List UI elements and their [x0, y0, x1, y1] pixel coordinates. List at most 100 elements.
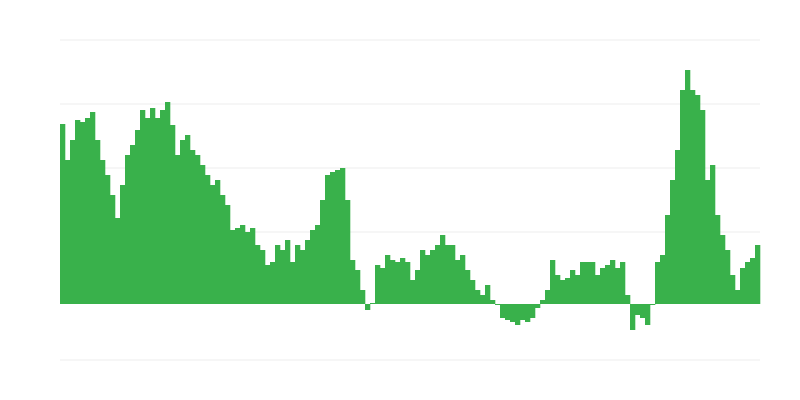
bar [105, 175, 111, 304]
bar [565, 278, 571, 304]
bar [225, 205, 231, 304]
bar [570, 270, 576, 304]
bar [455, 260, 461, 304]
bar [260, 250, 266, 304]
bar [200, 165, 206, 304]
bar [360, 290, 366, 304]
bar [330, 172, 336, 304]
bar [735, 290, 741, 304]
bar [500, 304, 506, 318]
bar [680, 90, 686, 304]
bar [265, 265, 271, 304]
bar [555, 275, 561, 304]
bar [300, 250, 306, 304]
bar [150, 108, 156, 304]
bar [140, 110, 146, 304]
bar [490, 300, 496, 304]
bar [420, 250, 426, 304]
bar [170, 125, 176, 304]
bar [730, 275, 736, 304]
bar [135, 130, 141, 304]
bar [610, 260, 616, 304]
bar [595, 275, 601, 304]
bar [120, 185, 126, 304]
bar [215, 180, 221, 304]
bar [320, 200, 326, 304]
bar [425, 255, 431, 304]
bar [365, 304, 371, 310]
bar [435, 245, 441, 304]
bar [535, 304, 541, 308]
bar [620, 262, 626, 304]
bar [115, 218, 121, 304]
bar [700, 110, 706, 304]
bar [415, 270, 421, 304]
bar [290, 262, 296, 304]
bar [190, 150, 196, 304]
bar [175, 155, 181, 304]
bar [750, 258, 756, 304]
bar [90, 112, 96, 304]
bar [450, 245, 456, 304]
bar [100, 160, 106, 304]
bar [600, 268, 606, 304]
bar [470, 280, 476, 304]
bar [675, 150, 681, 304]
bar [460, 255, 466, 304]
bar [155, 118, 161, 304]
bar [345, 200, 351, 304]
bar [485, 285, 491, 304]
bar [540, 300, 546, 304]
bar [590, 262, 596, 304]
bar [495, 304, 501, 305]
bar [585, 262, 591, 304]
bar [715, 215, 721, 304]
bar [505, 304, 511, 320]
bar [640, 304, 646, 318]
bar [240, 225, 246, 304]
bar [305, 240, 311, 304]
bar [690, 90, 696, 304]
bar [465, 270, 471, 304]
bar [440, 235, 446, 304]
bar [650, 304, 656, 305]
bar [660, 255, 666, 304]
bar [160, 110, 166, 304]
bar [445, 245, 451, 304]
bar [475, 290, 481, 304]
bar [315, 225, 321, 304]
bar [275, 245, 281, 304]
bar [580, 262, 586, 304]
bar [525, 304, 531, 322]
bar [550, 260, 556, 304]
bar [720, 235, 726, 304]
bar [480, 295, 486, 304]
bar [325, 175, 331, 304]
bar [530, 304, 536, 318]
bar [125, 155, 131, 304]
bar [410, 280, 416, 304]
bar [545, 290, 551, 304]
bar [385, 255, 391, 304]
bar [670, 180, 676, 304]
bar [395, 262, 401, 304]
bar [195, 155, 201, 304]
bar [510, 304, 516, 322]
bar [630, 304, 636, 330]
bar [725, 250, 731, 304]
bar [740, 268, 746, 304]
bar [335, 170, 341, 304]
bar [255, 245, 261, 304]
bar [370, 303, 376, 304]
bar [745, 262, 751, 304]
bar [655, 262, 661, 304]
bar [380, 268, 386, 304]
bar [605, 265, 611, 304]
bar [75, 120, 81, 304]
bar [245, 232, 251, 304]
bar [520, 304, 526, 320]
bar [665, 215, 671, 304]
bar [355, 270, 361, 304]
bar [515, 304, 521, 325]
